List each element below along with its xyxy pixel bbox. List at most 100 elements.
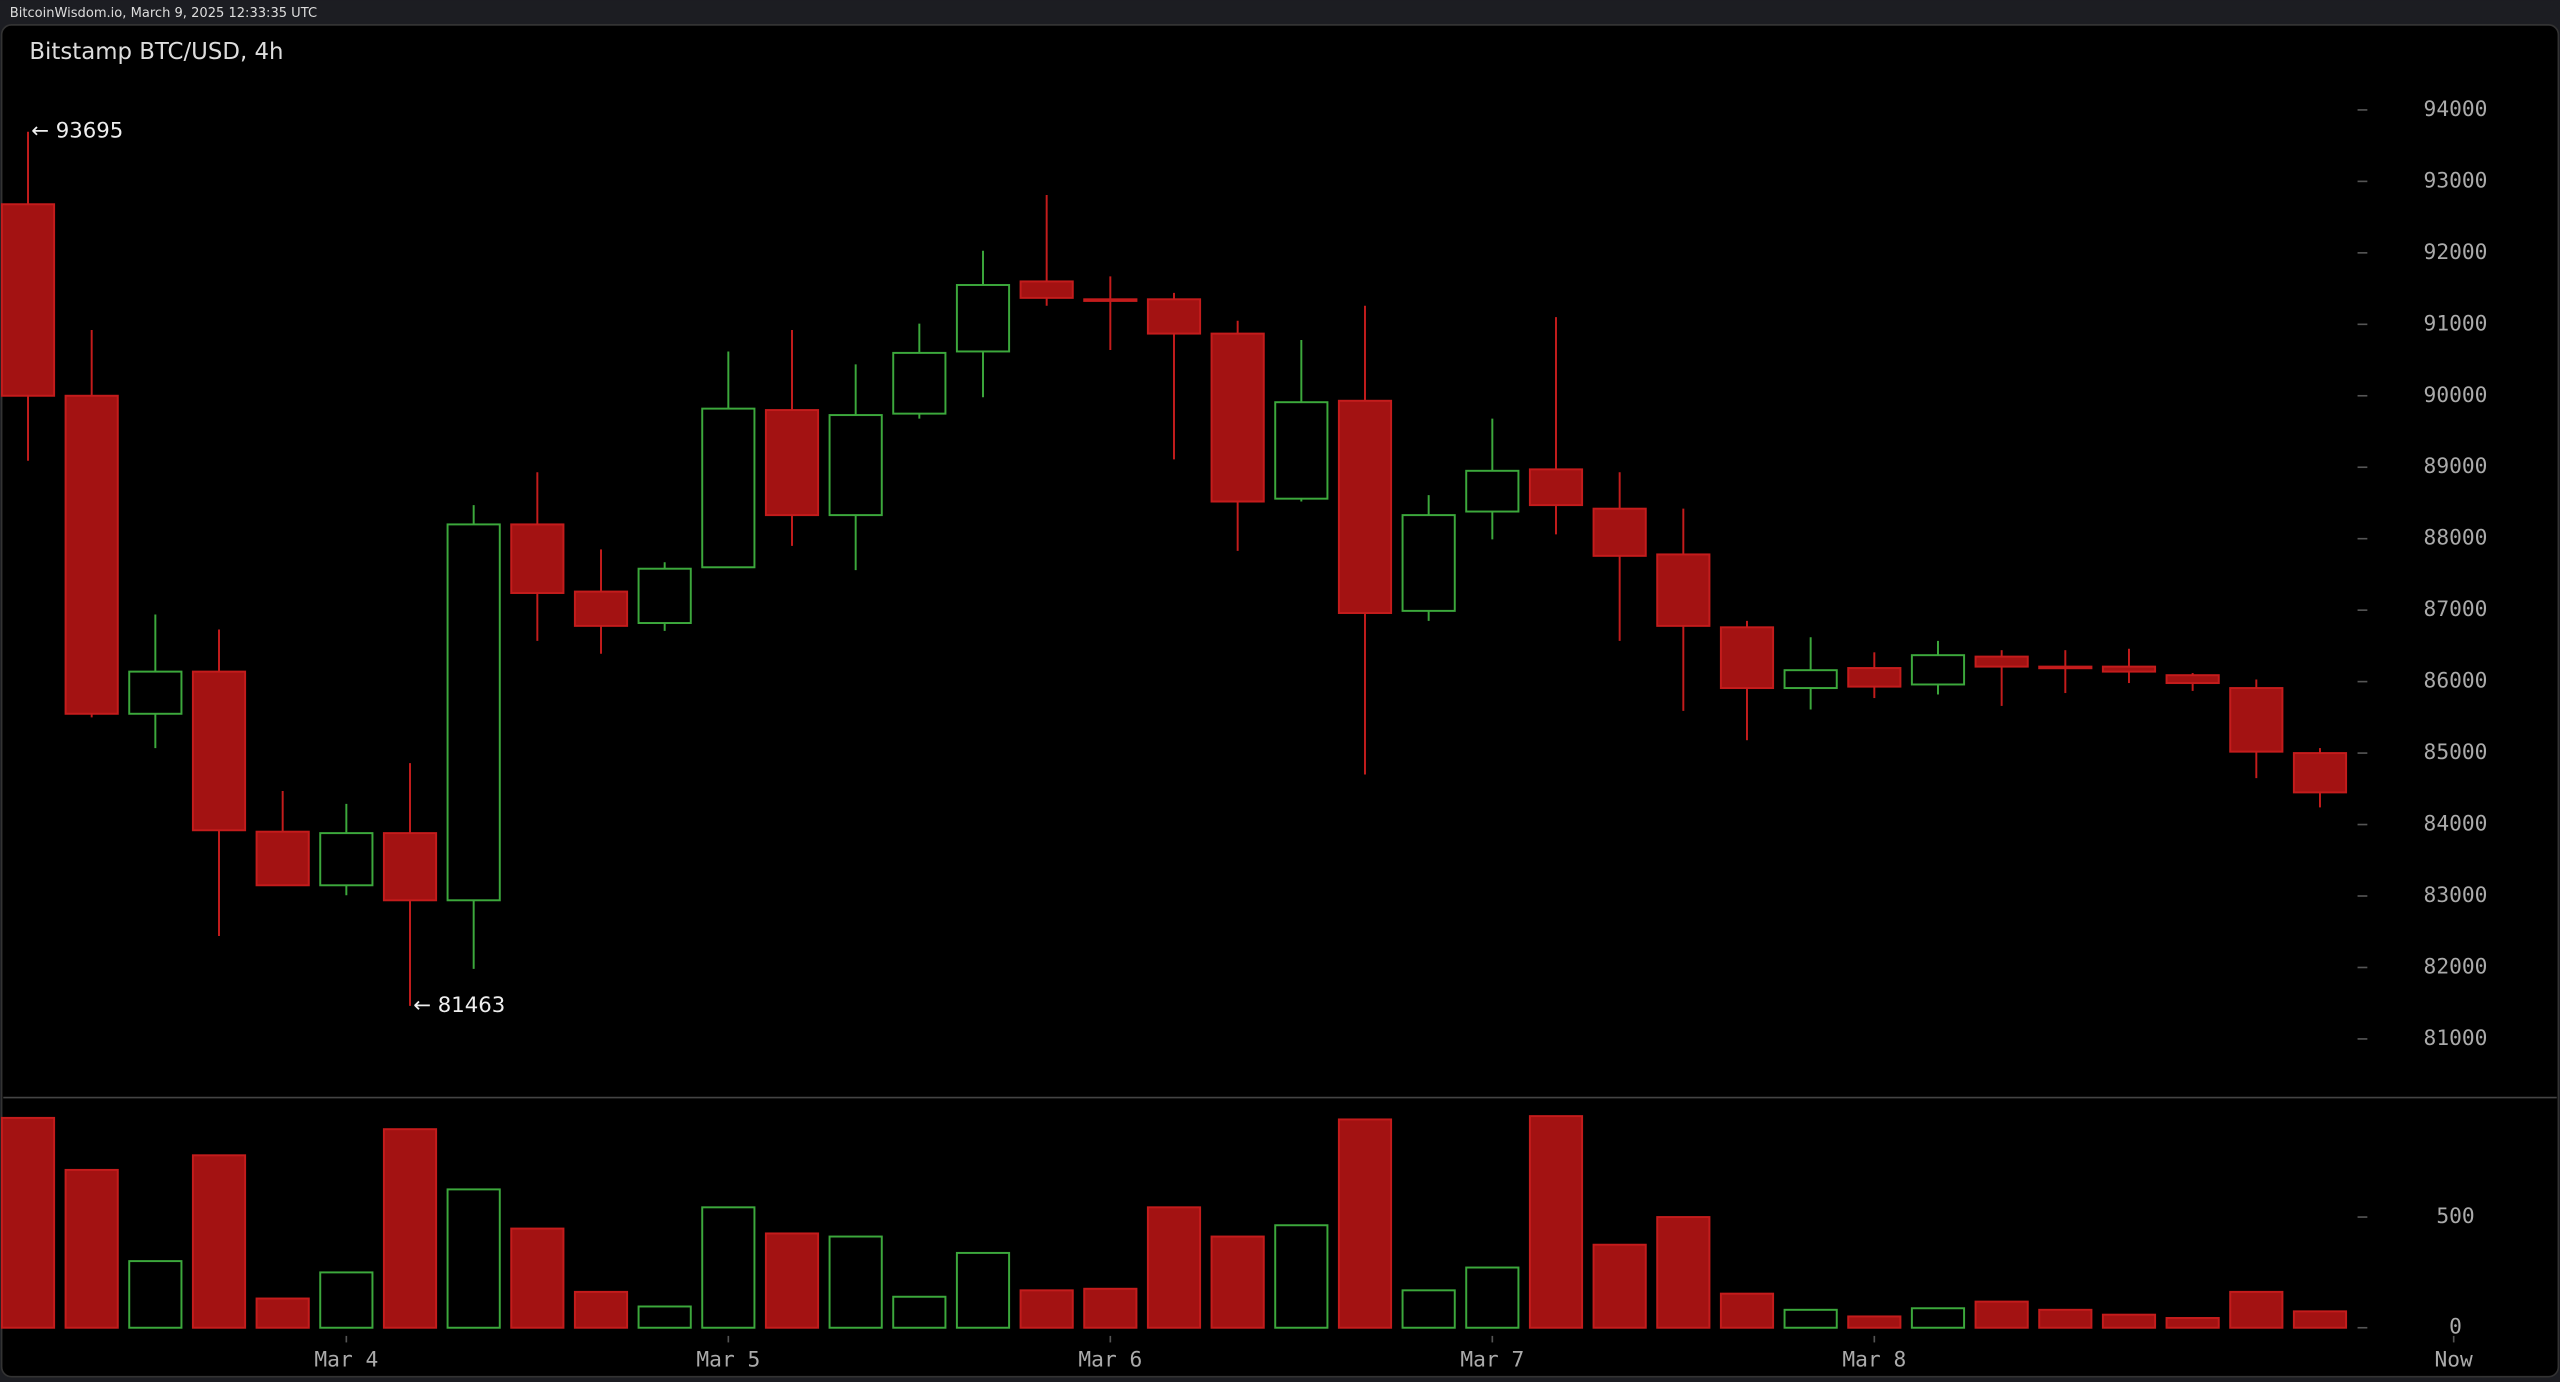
x-tick-label: Mar 7: [1460, 1347, 1524, 1372]
candle-body: [1337, 399, 1393, 614]
volume-bar: [764, 1232, 820, 1329]
volume-bar: [955, 1251, 1011, 1329]
y-tick-label: 87000: [2424, 597, 2488, 622]
candle-body: [128, 670, 183, 715]
candle-body: [64, 394, 119, 715]
y-tick-label: 92000: [2424, 240, 2488, 265]
volume-bar: [1210, 1235, 1265, 1329]
candle-body: [1019, 280, 1074, 299]
header-source: BitcoinWisdom.io, March 9, 2025 12:33:35…: [10, 6, 317, 21]
chart-title: Bitstamp BTC/USD, 4h: [29, 39, 283, 65]
x-tick-label: Mar 4: [314, 1347, 378, 1372]
x-tick-label: Now: [2435, 1347, 2474, 1372]
volume-bar: [255, 1297, 310, 1329]
candle-body: [446, 523, 501, 902]
x-tick-label: Mar 8: [1842, 1347, 1906, 1372]
volume-bar: [0, 1116, 56, 1329]
candle-body: [2292, 752, 2348, 794]
volume-bar: [2038, 1308, 2093, 1329]
volume-bar: [892, 1295, 947, 1329]
volume-bar: [1274, 1224, 1329, 1329]
candle-body: [892, 351, 947, 415]
y-tick-label: 84000: [2424, 812, 2488, 837]
candle-body: [1401, 514, 1456, 612]
candle-body: [0, 203, 56, 397]
volume-bar: [1847, 1315, 1902, 1329]
volume-bar: [319, 1271, 374, 1329]
candle-body: [2101, 665, 2157, 673]
candle-body: [382, 832, 438, 902]
candle-body: [573, 590, 629, 627]
volume-bar: [1592, 1243, 1647, 1329]
volume-bar: [573, 1290, 629, 1329]
volume-bar: [191, 1154, 247, 1329]
y-tick-label: 81000: [2424, 1026, 2488, 1051]
candle-body: [255, 830, 310, 887]
y-tick-label: 86000: [2424, 669, 2488, 694]
candle-body: [1146, 298, 1202, 335]
volume-bar: [701, 1206, 756, 1329]
candle-body: [1592, 507, 1647, 557]
volume-bar: [1401, 1289, 1456, 1329]
candle-body: [1083, 298, 1138, 302]
candle-body: [764, 409, 820, 517]
candle-body: [1656, 553, 1711, 627]
candle-body: [1274, 401, 1329, 500]
volume-bar: [1910, 1307, 1966, 1329]
volume-bar: [1146, 1206, 1202, 1329]
volume-bar: [637, 1305, 692, 1329]
volume-bar: [64, 1168, 119, 1329]
candle-body: [1465, 469, 1520, 513]
candle-body: [2229, 687, 2284, 753]
candle-body: [637, 567, 692, 624]
volume-bar: [2229, 1290, 2284, 1329]
x-tick-label: Mar 5: [696, 1347, 760, 1372]
candle-body: [701, 407, 756, 569]
volume-bar: [510, 1227, 565, 1329]
y-tick-label: 83000: [2424, 883, 2488, 908]
volume-bar: [446, 1188, 501, 1329]
volume-bar: [2165, 1317, 2220, 1329]
volume-bar: [1019, 1289, 1074, 1329]
candle-body: [510, 523, 565, 594]
x-tick-label: Mar 6: [1078, 1347, 1142, 1372]
volume-bar: [1656, 1216, 1711, 1329]
y-tick-label: 82000: [2424, 954, 2488, 979]
y-tick-label: 91000: [2424, 311, 2488, 336]
volume-bar: [1719, 1292, 1775, 1329]
candle-body: [1783, 669, 1838, 690]
candle-body: [319, 832, 374, 887]
candle-body: [1847, 667, 1902, 688]
y-tick-label: 93000: [2424, 168, 2488, 193]
candle-body: [1719, 626, 1775, 690]
candle-body: [955, 284, 1011, 353]
y-tick-label: 89000: [2424, 454, 2488, 479]
y-tick-label: 85000: [2424, 740, 2488, 765]
volume-bar: [1974, 1300, 2029, 1329]
candle-body: [191, 670, 247, 832]
volume-bar: [1528, 1115, 1584, 1329]
volume-bar: [828, 1235, 883, 1329]
y-tick-label: 90000: [2424, 383, 2488, 408]
volume-bar: [2292, 1310, 2348, 1329]
candle-body: [2038, 665, 2093, 670]
candle-body: [2165, 674, 2220, 685]
volume-bar: [1337, 1118, 1393, 1329]
candle-body: [1528, 468, 1584, 507]
y-tick-label: 88000: [2424, 526, 2488, 551]
chart-panel: [0, 24, 2560, 1378]
marks: 81000 82000 83000 84000 85000 86000 87000 88000…: [0, 97, 2488, 1372]
candle-body: [1210, 332, 1265, 503]
volume-bar: [382, 1128, 438, 1329]
volume-bar: [128, 1260, 183, 1329]
volume-bar: [1083, 1287, 1138, 1329]
price-annotation: ← 81463: [413, 993, 505, 1018]
volume-bar: [2101, 1313, 2157, 1329]
candle-body: [1974, 655, 2029, 668]
volume-bar: [1465, 1266, 1520, 1329]
candle-body: [1910, 654, 1966, 686]
price-annotation: ← 93695: [31, 119, 123, 144]
